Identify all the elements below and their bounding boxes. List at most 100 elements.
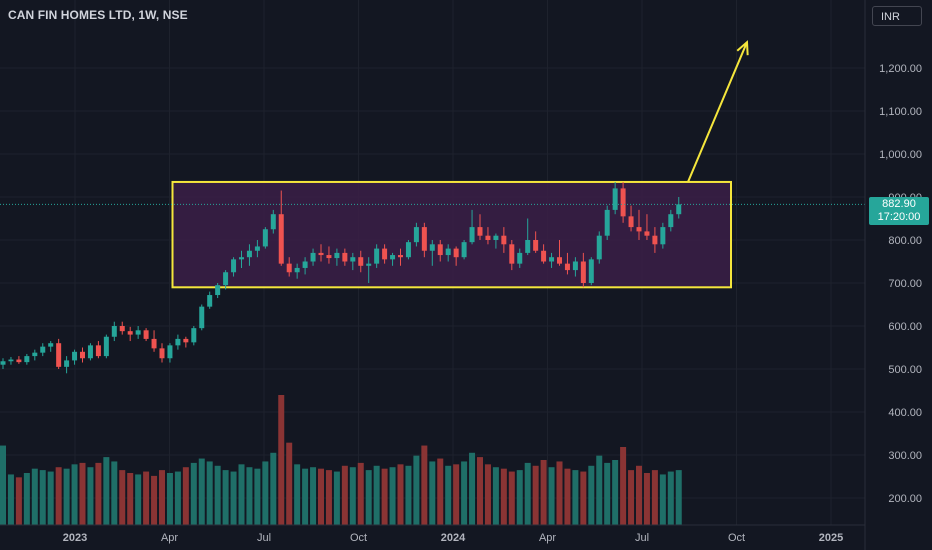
candle-body bbox=[246, 250, 252, 258]
volume-bar bbox=[500, 468, 507, 525]
candle-body bbox=[302, 261, 308, 268]
volume-bar bbox=[238, 464, 245, 525]
candle-body bbox=[334, 252, 340, 259]
volume-bar bbox=[15, 477, 22, 525]
candle-body bbox=[612, 188, 618, 210]
volume-bar bbox=[198, 458, 205, 525]
candle bbox=[95, 341, 101, 359]
candle-body bbox=[485, 235, 491, 240]
candlesticks bbox=[0, 181, 682, 374]
candle bbox=[557, 240, 562, 266]
volume-bar bbox=[119, 470, 126, 525]
candle-body bbox=[191, 328, 197, 343]
candle bbox=[461, 240, 467, 260]
volume-bar bbox=[445, 465, 452, 525]
volume-bar bbox=[79, 462, 86, 525]
volume-bar bbox=[643, 473, 650, 525]
candle-body bbox=[103, 336, 109, 357]
volume-bar bbox=[397, 464, 404, 525]
candle bbox=[310, 248, 316, 266]
candle bbox=[549, 252, 555, 268]
candle-body bbox=[588, 259, 594, 283]
candle bbox=[48, 341, 54, 352]
arrow-shaft bbox=[687, 41, 748, 183]
candle bbox=[246, 244, 252, 266]
volume-bar bbox=[39, 470, 46, 525]
candle-body bbox=[294, 267, 300, 273]
time-axis[interactable]: 2023 Apr Jul Oct 2024 Apr Jul Oct 2025 bbox=[63, 532, 843, 544]
candle bbox=[668, 209, 674, 232]
currency-button[interactable]: INR bbox=[872, 6, 922, 26]
volume-bar bbox=[437, 458, 444, 525]
candle bbox=[16, 356, 22, 364]
projection-arrow[interactable] bbox=[687, 40, 749, 183]
candle-body bbox=[24, 356, 30, 363]
candle bbox=[326, 246, 332, 264]
candle bbox=[207, 291, 213, 309]
candle bbox=[8, 356, 14, 365]
candle bbox=[302, 257, 308, 275]
time-tick-label: Jul bbox=[635, 532, 649, 544]
candle-body bbox=[429, 244, 435, 251]
candle-body bbox=[56, 343, 62, 367]
volume-bar bbox=[135, 474, 142, 525]
volume-bar bbox=[7, 474, 14, 525]
candle-body bbox=[143, 330, 149, 339]
volume-bar bbox=[143, 471, 150, 525]
volume-bar bbox=[325, 470, 332, 525]
volume-bar bbox=[174, 471, 181, 525]
candle-body bbox=[127, 331, 133, 335]
candle bbox=[398, 248, 403, 266]
candle-body bbox=[477, 227, 483, 236]
volume-bar bbox=[413, 455, 420, 525]
candle-body bbox=[652, 235, 658, 245]
candle-body bbox=[0, 361, 6, 365]
candle-body bbox=[509, 244, 515, 264]
candle-body bbox=[541, 250, 547, 262]
candle-body bbox=[358, 257, 364, 266]
volume-bar bbox=[636, 465, 642, 525]
candle bbox=[469, 209, 475, 245]
volume-bar bbox=[461, 461, 468, 525]
candle bbox=[382, 244, 388, 264]
candle-body bbox=[564, 263, 570, 271]
candle-body bbox=[604, 209, 610, 236]
volume-bar bbox=[0, 445, 6, 525]
candle-body bbox=[453, 248, 459, 258]
volume-bar bbox=[667, 471, 674, 525]
candle-body bbox=[223, 272, 229, 286]
volume-bar bbox=[302, 468, 309, 525]
candle bbox=[56, 338, 62, 369]
candle-body bbox=[405, 242, 411, 258]
candle bbox=[604, 205, 610, 240]
arrow-head bbox=[736, 40, 749, 56]
candle-body bbox=[445, 248, 451, 256]
candle-body bbox=[493, 235, 499, 240]
candle bbox=[453, 246, 459, 266]
volume-bar bbox=[628, 470, 635, 525]
volume-bar bbox=[206, 461, 213, 525]
candle-body bbox=[620, 188, 626, 217]
candle-body bbox=[8, 359, 14, 362]
candle bbox=[231, 257, 237, 277]
candle bbox=[493, 233, 499, 249]
candle bbox=[485, 227, 491, 245]
candle bbox=[199, 304, 205, 331]
candle bbox=[525, 218, 531, 256]
candle bbox=[175, 334, 181, 350]
price-tick-label: 400.00 bbox=[888, 407, 922, 419]
candle-body bbox=[159, 348, 165, 359]
volume-bar bbox=[659, 474, 666, 525]
symbol-title: CAN FIN HOMES LTD, 1W, NSE bbox=[8, 8, 188, 22]
candle bbox=[215, 283, 221, 299]
volume-bar bbox=[492, 467, 499, 525]
candle bbox=[32, 349, 38, 361]
volume-bar bbox=[63, 468, 70, 525]
volume-bar bbox=[182, 467, 189, 525]
price-tick-label: 1,200.00 bbox=[879, 63, 922, 75]
candle bbox=[239, 250, 244, 268]
volume-bar bbox=[540, 460, 547, 525]
candle-body bbox=[80, 351, 85, 359]
candle bbox=[151, 330, 157, 352]
